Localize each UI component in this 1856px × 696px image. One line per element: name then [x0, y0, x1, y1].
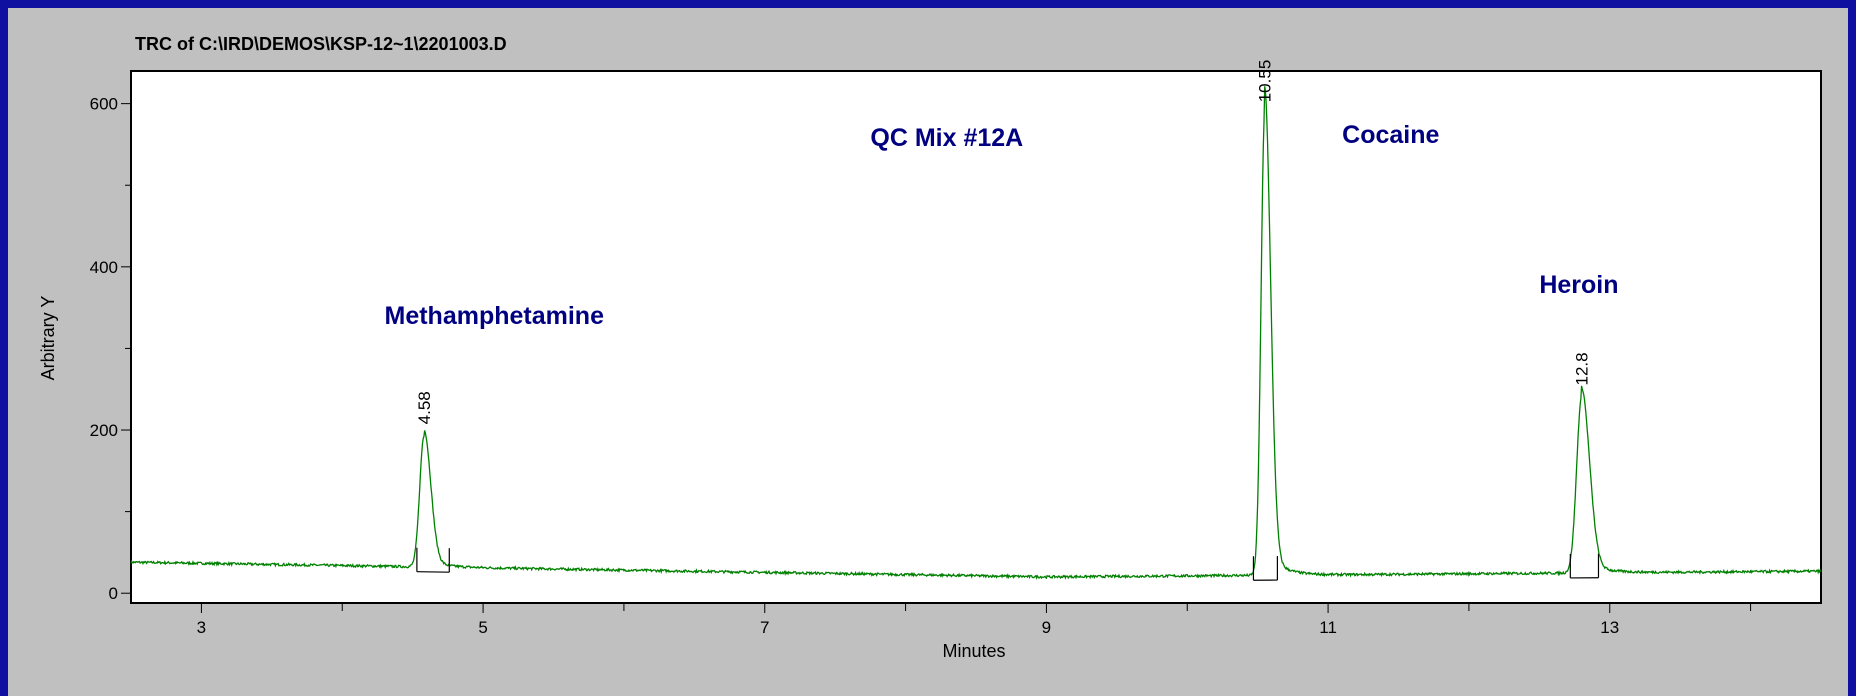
- y-axis: 0 200 400 600: [90, 95, 131, 603]
- x-axis: 3 5 7 9 11 13: [197, 603, 1752, 637]
- chart-marks: 4.58 10.55 12.8 QC Mix #12A Methamphetamine C…: [130, 60, 1822, 581]
- peak-label: 4.58: [415, 391, 434, 424]
- y-tick-label: 200: [90, 421, 118, 440]
- x-tick-label: 7: [760, 618, 769, 637]
- x-tick-label: 5: [478, 618, 487, 637]
- y-axis-label: Arbitrary Y: [38, 296, 58, 381]
- y-tick-label: 0: [109, 584, 118, 603]
- annotation-label: QC Mix #12A: [870, 124, 1023, 152]
- y-tick-label: 400: [90, 258, 118, 277]
- peak-label: 12.8: [1573, 352, 1592, 385]
- chart-title: TRC of C:\IRD\DEMOS\KSP-12~1\2201003.D: [135, 34, 507, 54]
- y-tick-label: 600: [90, 95, 118, 114]
- annotation-label: Cocaine: [1342, 121, 1439, 149]
- x-tick-label: 3: [197, 618, 206, 637]
- annotation-label: Methamphetamine: [385, 302, 605, 330]
- peak-label: 10.55: [1256, 60, 1275, 103]
- chart-frame: TRC of C:\IRD\DEMOS\KSP-12~1\2201003.D 0…: [8, 8, 1848, 696]
- x-tick-label: 11: [1319, 618, 1337, 637]
- chromatogram-trace: [130, 86, 1822, 580]
- x-tick-label: 9: [1042, 618, 1051, 637]
- peak-integration-baseline: [416, 571, 450, 573]
- plot-area: [130, 70, 1822, 604]
- x-tick-label: 13: [1600, 618, 1619, 637]
- x-axis-label: Minutes: [942, 641, 1005, 661]
- annotation-label: Heroin: [1539, 271, 1618, 299]
